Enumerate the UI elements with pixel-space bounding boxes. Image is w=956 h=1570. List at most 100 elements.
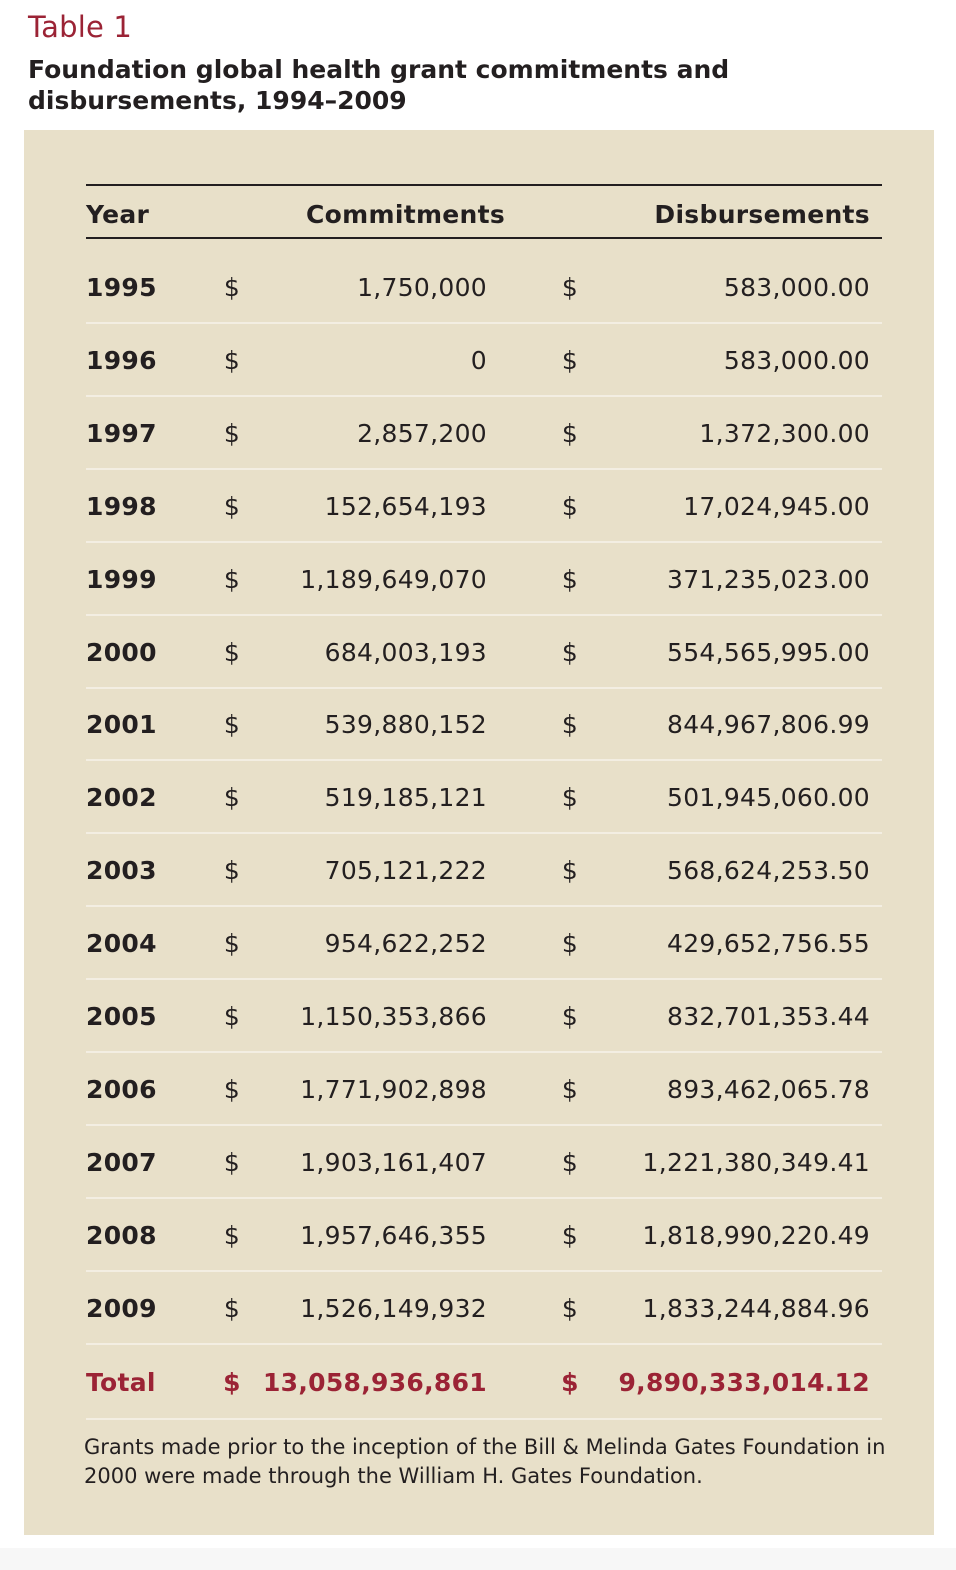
currency-symbol: $ xyxy=(223,492,241,521)
currency-symbol: $ xyxy=(561,783,579,812)
disbursements-cell: 554,565,995.00 xyxy=(666,638,870,667)
currency-symbol: $ xyxy=(561,346,579,375)
disbursements-cell: 583,000.00 xyxy=(723,273,870,302)
currency-symbol: $ xyxy=(223,346,241,375)
commitments-cell: 1,526,149,932 xyxy=(300,1294,487,1323)
row-divider xyxy=(86,1418,882,1420)
column-header-disbursements: Disbursements xyxy=(654,200,870,229)
year-cell: 2001 xyxy=(86,710,157,739)
commitments-cell: 1,750,000 xyxy=(357,273,487,302)
disbursements-cell: 1,833,244,884.96 xyxy=(642,1294,870,1323)
row-divider xyxy=(86,759,882,761)
currency-symbol: $ xyxy=(561,419,579,448)
row-divider xyxy=(86,614,882,616)
disbursements-cell: 893,462,065.78 xyxy=(666,1075,870,1104)
year-cell: 2006 xyxy=(86,1075,157,1104)
header-bottom-rule xyxy=(86,237,882,239)
row-divider xyxy=(86,978,882,980)
footnote: Grants made prior to the inception of th… xyxy=(84,1435,886,1488)
currency-symbol: $ xyxy=(561,710,579,739)
currency-symbol: $ xyxy=(561,1368,579,1397)
commitments-cell: 2,857,200 xyxy=(357,419,487,448)
row-divider xyxy=(86,1124,882,1126)
year-cell: 1995 xyxy=(86,273,157,302)
year-cell: 2004 xyxy=(86,929,157,958)
year-cell: 2009 xyxy=(86,1294,157,1323)
year-cell: 1997 xyxy=(86,419,157,448)
commitments-cell: 1,957,646,355 xyxy=(300,1221,487,1250)
commitments-cell: 519,185,121 xyxy=(324,783,487,812)
disbursements-cell: 17,024,945.00 xyxy=(683,492,870,521)
currency-symbol: $ xyxy=(561,492,579,521)
row-divider xyxy=(86,687,882,689)
currency-symbol: $ xyxy=(561,1221,579,1250)
header-top-rule xyxy=(86,184,882,186)
year-cell: 1996 xyxy=(86,346,157,375)
commitments-cell: 0 xyxy=(470,346,487,375)
row-divider xyxy=(86,905,882,907)
year-cell: 2005 xyxy=(86,1002,157,1031)
disbursements-cell: 583,000.00 xyxy=(723,346,870,375)
total-label: Total xyxy=(86,1368,156,1397)
currency-symbol: $ xyxy=(561,929,579,958)
currency-symbol: $ xyxy=(561,1075,579,1104)
currency-symbol: $ xyxy=(561,565,579,594)
commitments-cell: 1,771,902,898 xyxy=(300,1075,487,1104)
disbursements-cell: 429,652,756.55 xyxy=(666,929,870,958)
row-divider xyxy=(86,468,882,470)
row-divider xyxy=(86,1343,882,1345)
year-cell: 2003 xyxy=(86,856,157,885)
currency-symbol: $ xyxy=(561,273,579,302)
year-cell: 2008 xyxy=(86,1221,157,1250)
currency-symbol: $ xyxy=(223,1002,241,1031)
row-divider xyxy=(86,832,882,834)
page-bottom-strip xyxy=(0,1548,956,1570)
row-divider xyxy=(86,1051,882,1053)
commitments-cell: 1,150,353,866 xyxy=(300,1002,487,1031)
currency-symbol: $ xyxy=(561,1294,579,1323)
disbursements-cell: 832,701,353.44 xyxy=(666,1002,870,1031)
commitments-cell: 954,622,252 xyxy=(324,929,487,958)
currency-symbol: $ xyxy=(223,1221,241,1250)
row-divider xyxy=(86,1197,882,1199)
commitments-cell: 539,880,152 xyxy=(324,710,487,739)
currency-symbol: $ xyxy=(223,1075,241,1104)
disbursements-cell: 371,235,023.00 xyxy=(666,565,870,594)
column-header-commitments: Commitments xyxy=(306,200,506,229)
commitments-cell: 705,121,222 xyxy=(324,856,487,885)
currency-symbol: $ xyxy=(561,1002,579,1031)
total-commitments: 13,058,936,861 xyxy=(262,1368,487,1397)
disbursements-cell: 1,221,380,349.41 xyxy=(642,1148,870,1177)
table-title: Foundation global health grant commitmen… xyxy=(28,55,730,115)
disbursements-cell: 568,624,253.50 xyxy=(666,856,870,885)
currency-symbol: $ xyxy=(223,856,241,885)
currency-symbol: $ xyxy=(561,1148,579,1177)
table-label: Table 1 xyxy=(28,10,133,44)
currency-symbol: $ xyxy=(223,565,241,594)
row-divider xyxy=(86,541,882,543)
year-cell: 2002 xyxy=(86,783,157,812)
currency-symbol: $ xyxy=(223,710,241,739)
currency-symbol: $ xyxy=(223,1148,241,1177)
currency-symbol: $ xyxy=(223,1294,241,1323)
commitments-cell: 1,189,649,070 xyxy=(300,565,487,594)
column-header-year: Year xyxy=(86,200,150,229)
row-divider xyxy=(86,1270,882,1272)
currency-symbol: $ xyxy=(223,1368,241,1397)
currency-symbol: $ xyxy=(223,783,241,812)
year-cell: 1998 xyxy=(86,492,157,521)
currency-symbol: $ xyxy=(223,419,241,448)
currency-symbol: $ xyxy=(561,856,579,885)
disbursements-cell: 501,945,060.00 xyxy=(666,783,870,812)
disbursements-cell: 1,372,300.00 xyxy=(699,419,870,448)
commitments-cell: 684,003,193 xyxy=(324,638,487,667)
year-cell: 2007 xyxy=(86,1148,157,1177)
commitments-cell: 1,903,161,407 xyxy=(300,1148,487,1177)
row-divider xyxy=(86,322,882,324)
commitments-cell: 152,654,193 xyxy=(324,492,487,521)
currency-symbol: $ xyxy=(223,638,241,667)
disbursements-cell: 844,967,806.99 xyxy=(666,710,870,739)
year-cell: 2000 xyxy=(86,638,157,667)
year-cell: 1999 xyxy=(86,565,157,594)
row-divider xyxy=(86,395,882,397)
